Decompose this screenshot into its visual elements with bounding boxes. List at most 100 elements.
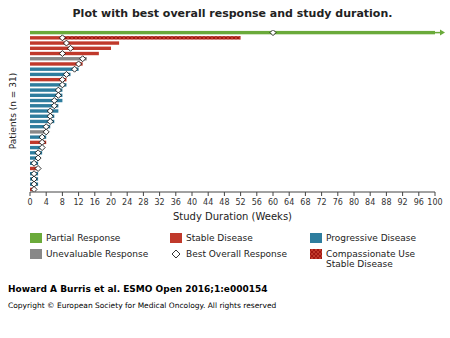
legend-swatch — [172, 250, 180, 258]
annotation: Howard A Burris et al. ESMO Open 2016;1:… — [8, 284, 267, 294]
x-tick-label: 88 — [381, 198, 391, 207]
x-tick-label: 16 — [90, 198, 100, 207]
x-tick — [30, 192, 31, 196]
x-tick-label: 28 — [138, 198, 148, 207]
x-tick — [418, 192, 419, 196]
x-tick — [354, 192, 355, 196]
x-tick-label: 64 — [284, 198, 294, 207]
x-tick — [337, 192, 338, 196]
best-response-marker — [68, 45, 74, 51]
x-tick-label: 72 — [317, 198, 327, 207]
x-tick — [208, 192, 209, 196]
best-response-marker — [39, 145, 45, 151]
best-response-marker — [35, 165, 41, 171]
legend-label: Progressive Disease — [326, 233, 416, 243]
x-tick — [370, 192, 371, 196]
legend-label: Compassionate UseStable Disease — [326, 249, 416, 269]
legend-swatch — [170, 233, 182, 243]
legend-label: Partial Response — [46, 233, 121, 243]
legend-item: Stable Disease — [170, 233, 253, 243]
x-tick-label: 76 — [333, 198, 343, 207]
legend-swatch — [30, 233, 42, 243]
x-tick-label: 56 — [252, 198, 262, 207]
x-tick-label: 96 — [414, 198, 424, 207]
plot-area — [30, 30, 435, 192]
x-tick-label: 92 — [398, 198, 408, 207]
x-tick-label: 80 — [349, 198, 359, 207]
legend-swatch — [310, 233, 322, 243]
x-tick — [78, 192, 79, 196]
title: Plot with best overall response and stud… — [73, 7, 393, 20]
x-tick — [127, 192, 128, 196]
x-tick-label: 44 — [203, 198, 213, 207]
legend-label: Stable Disease — [186, 233, 253, 243]
bar — [30, 31, 435, 34]
legend-label: Best Overall Response — [186, 249, 288, 259]
best-response-marker — [63, 40, 69, 46]
x-tick-label: 84 — [365, 198, 375, 207]
best-response-marker — [59, 82, 65, 88]
best-response-marker — [51, 103, 57, 109]
chart: Plot with best overall response and stud… — [0, 0, 450, 338]
x-axis-label: Study Duration (Weeks) — [173, 211, 292, 222]
x-axis-line — [30, 192, 435, 193]
x-tick-label: 100 — [427, 198, 442, 207]
x-tick — [321, 192, 322, 196]
x-axis: 0481216202428323640444852566064687276808… — [27, 192, 442, 207]
x-tick — [62, 192, 63, 196]
legend-item: Best Overall Response — [172, 249, 288, 259]
x-tick-label: 20 — [106, 198, 116, 207]
best-response-marker — [31, 160, 37, 166]
x-tick-label: 60 — [268, 198, 278, 207]
bar — [30, 62, 83, 65]
annotation: Copyright © European Society for Medical… — [8, 301, 276, 310]
x-tick — [273, 192, 274, 196]
legend-label-line: Best Overall Response — [186, 249, 288, 259]
x-tick — [111, 192, 112, 196]
legend-swatch — [310, 249, 322, 259]
ongoing-arrow — [435, 30, 445, 36]
legend-label-line: Partial Response — [46, 233, 121, 243]
legend-swatch — [30, 249, 42, 259]
legend-item: Progressive Disease — [310, 233, 416, 243]
best-response-marker — [59, 35, 65, 41]
x-tick-label: 0 — [27, 198, 32, 207]
x-tick-label: 24 — [122, 198, 132, 207]
best-response-marker — [59, 51, 65, 57]
x-tick-label: 52 — [236, 198, 246, 207]
best-response-marker — [80, 56, 86, 62]
x-tick-label: 8 — [60, 198, 65, 207]
x-tick — [143, 192, 144, 196]
x-tick — [94, 192, 95, 196]
legend: Partial Response Stable Disease Progressiv… — [30, 233, 416, 269]
best-response-marker — [43, 129, 49, 135]
x-tick-label: 68 — [300, 198, 310, 207]
bar — [30, 41, 119, 44]
x-tick-label: 36 — [171, 198, 181, 207]
best-response-marker — [72, 66, 78, 72]
x-tick — [240, 192, 241, 196]
x-tick — [386, 192, 387, 196]
best-response-marker — [76, 61, 82, 67]
legend-label-line: Progressive Disease — [326, 233, 416, 243]
legend-label-line: Compassionate Use — [326, 249, 416, 259]
x-tick-label: 12 — [74, 198, 84, 207]
legend-label-line: Stable Disease — [186, 233, 253, 243]
best-response-marker — [47, 118, 53, 124]
best-response-marker — [270, 30, 276, 36]
best-response-marker — [55, 92, 61, 98]
x-tick — [289, 192, 290, 196]
legend-label-line: Unevaluable Response — [46, 249, 149, 259]
x-tick — [305, 192, 306, 196]
bar — [30, 36, 62, 39]
legend-item: Unevaluable Response — [30, 249, 149, 259]
bar — [30, 109, 58, 112]
x-tick-label: 40 — [187, 198, 197, 207]
x-tick — [175, 192, 176, 196]
x-tick-label: 48 — [219, 198, 229, 207]
best-response-marker — [31, 186, 37, 192]
x-tick-label: 32 — [155, 198, 165, 207]
x-tick-label: 4 — [44, 198, 49, 207]
x-tick — [256, 192, 257, 196]
x-tick — [435, 192, 436, 196]
